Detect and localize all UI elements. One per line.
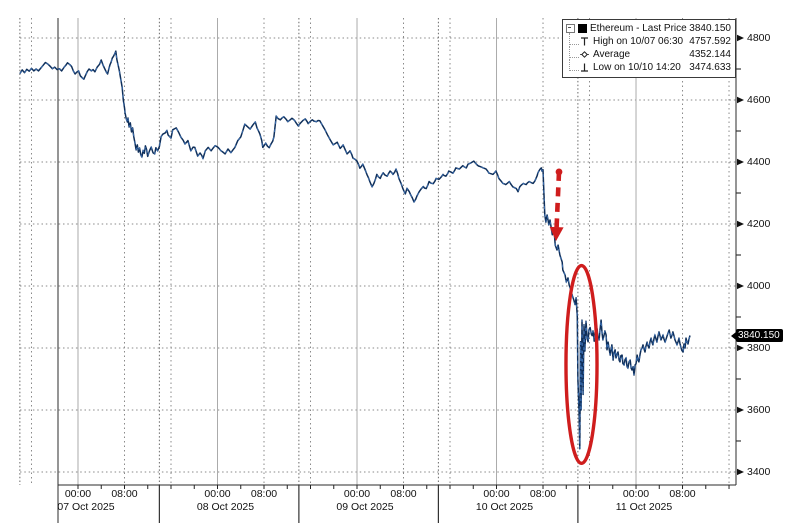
legend-series-value: 3840.150 xyxy=(689,23,731,34)
y-tick-arrow xyxy=(737,468,744,476)
x-axis-time-label: 00:00 xyxy=(343,488,371,500)
down-arrow-head xyxy=(549,226,564,242)
x-axis-time-label: 08:00 xyxy=(250,488,278,500)
y-tick-arrow xyxy=(737,96,744,104)
tree-connector xyxy=(569,33,579,45)
legend-low-value: 3474.633 xyxy=(689,62,731,73)
y-axis-tick-label: 4400 xyxy=(747,155,771,168)
x-axis-time-label: 08:00 xyxy=(390,488,417,500)
price-line-highlight xyxy=(19,49,691,449)
y-axis-tick-label: 4600 xyxy=(747,93,771,106)
low-marker-icon xyxy=(581,63,588,72)
legend-average-value: 4352.144 xyxy=(689,49,731,60)
y-tick-arrow xyxy=(737,158,744,166)
legend-series-label: Ethereum - Last Price xyxy=(590,23,687,34)
price-line xyxy=(19,50,691,450)
legend-high-label: High on 10/07 06:30 xyxy=(593,36,684,47)
y-tick-arrow xyxy=(737,406,744,414)
average-marker-icon xyxy=(580,51,589,58)
y-axis-tick-label: 3800 xyxy=(747,341,771,354)
high-marker-icon xyxy=(581,37,588,46)
legend-expander-icon[interactable] xyxy=(566,24,575,33)
y-axis-tick-label: 4800 xyxy=(747,31,771,44)
x-axis-time-label: 00:00 xyxy=(483,488,510,500)
legend-row-low[interactable]: Low on 10/10 14:20 3474.633 xyxy=(566,59,731,74)
y-axis-tick-label: 4000 xyxy=(747,279,771,292)
legend-average-label: Average xyxy=(593,49,631,60)
legend-low-label: Low on 10/10 14:20 xyxy=(593,62,681,73)
x-axis-time-label: 00:00 xyxy=(64,488,92,500)
y-tick-arrow xyxy=(737,34,744,42)
x-axis-time-label: 00:00 xyxy=(204,488,231,500)
legend-row-average[interactable]: Average 4352.144 xyxy=(566,46,731,61)
tree-connector xyxy=(569,46,579,58)
x-axis-time-label: 08:00 xyxy=(111,488,138,500)
down-arrow-shaft xyxy=(554,171,562,229)
tree-connector xyxy=(569,59,579,71)
legend-row-high[interactable]: High on 10/07 06:30 4757.592 xyxy=(566,33,731,48)
crash-circle-annotation xyxy=(564,263,599,466)
y-tick-arrow xyxy=(737,220,744,228)
legend[interactable]: Ethereum - Last Price 3840.150 High on 1… xyxy=(562,19,736,78)
y-tick-arrow xyxy=(737,282,744,290)
y-axis-tick-label: 3400 xyxy=(747,465,771,478)
legend-high-value: 4757.592 xyxy=(689,36,731,47)
x-axis-time-label: 00:00 xyxy=(622,488,650,500)
x-axis-date-label: 11 Oct 2025 xyxy=(615,501,673,513)
legend-row-series[interactable]: Ethereum - Last Price 3840.150 xyxy=(566,22,731,35)
series-swatch-icon xyxy=(578,24,587,33)
x-axis-date-label: 07 Oct 2025 xyxy=(57,501,115,513)
x-axis-time-label: 08:00 xyxy=(529,488,557,500)
y-axis-tick-label: 4200 xyxy=(747,217,771,230)
x-axis-time-label: 08:00 xyxy=(669,488,696,500)
last-price-badge: 3840.150 xyxy=(731,329,783,343)
y-tick-arrow xyxy=(737,344,744,352)
x-axis-date-label: 10 Oct 2025 xyxy=(475,501,534,513)
y-axis-tick-label: 3600 xyxy=(747,403,771,416)
x-axis-date-label: 08 Oct 2025 xyxy=(196,501,255,513)
x-axis-date-label: 09 Oct 2025 xyxy=(336,501,394,513)
